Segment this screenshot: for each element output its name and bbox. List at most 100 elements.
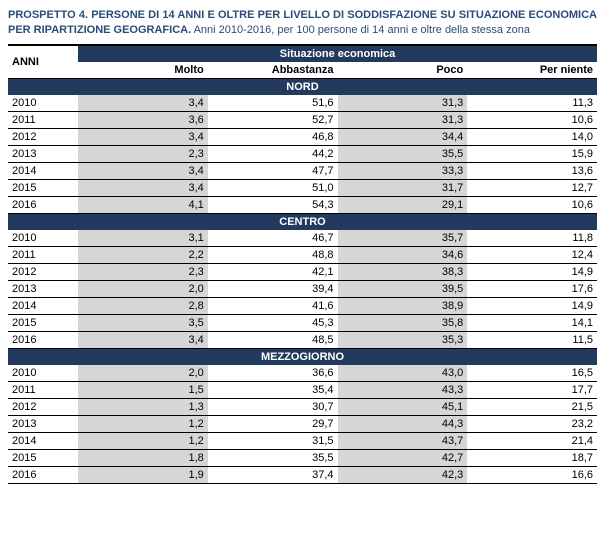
cell-value: 48,5 bbox=[208, 331, 338, 348]
cell-year: 2012 bbox=[8, 398, 78, 415]
cell-year: 2010 bbox=[8, 365, 78, 382]
table-row: 20142,841,638,914,9 bbox=[8, 297, 597, 314]
table-row: 20143,447,733,313,6 bbox=[8, 162, 597, 179]
cell-year: 2010 bbox=[8, 230, 78, 247]
region-header: CENTRO bbox=[8, 213, 597, 230]
cell-value: 21,4 bbox=[467, 432, 597, 449]
table-row: 20121,330,745,121,5 bbox=[8, 398, 597, 415]
table-row: 20103,451,631,311,3 bbox=[8, 95, 597, 112]
row-header: ANNI bbox=[8, 45, 78, 79]
cell-value: 1,8 bbox=[78, 449, 208, 466]
table-row: 20122,342,138,314,9 bbox=[8, 263, 597, 280]
group-header: Situazione economica bbox=[78, 45, 597, 62]
table-row: 20161,937,442,316,6 bbox=[8, 466, 597, 483]
cell-value: 46,8 bbox=[208, 128, 338, 145]
cell-value: 1,9 bbox=[78, 466, 208, 483]
cell-year: 2010 bbox=[8, 95, 78, 112]
region-header: MEZZOGIORNO bbox=[8, 348, 597, 365]
cell-value: 11,5 bbox=[467, 331, 597, 348]
cell-year: 2014 bbox=[8, 297, 78, 314]
column-headers: Molto Abbastanza Poco Per niente bbox=[8, 62, 597, 79]
table-title: PROSPETTO 4. PERSONE DI 14 ANNI E OLTRE … bbox=[8, 8, 597, 38]
cell-value: 43,3 bbox=[338, 381, 468, 398]
cell-value: 23,2 bbox=[467, 415, 597, 432]
col-molto: Molto bbox=[78, 62, 208, 79]
cell-value: 1,5 bbox=[78, 381, 208, 398]
cell-value: 43,0 bbox=[338, 365, 468, 382]
cell-value: 15,9 bbox=[467, 145, 597, 162]
cell-value: 51,0 bbox=[208, 179, 338, 196]
cell-value: 31,3 bbox=[338, 111, 468, 128]
region-name: NORD bbox=[8, 78, 597, 95]
table-row: 20132,344,235,515,9 bbox=[8, 145, 597, 162]
table-row: 20113,652,731,310,6 bbox=[8, 111, 597, 128]
cell-value: 17,7 bbox=[467, 381, 597, 398]
cell-value: 12,4 bbox=[467, 246, 597, 263]
region-header: NORD bbox=[8, 78, 597, 95]
cell-value: 44,3 bbox=[338, 415, 468, 432]
region-name: CENTRO bbox=[8, 213, 597, 230]
cell-value: 14,9 bbox=[467, 297, 597, 314]
cell-year: 2016 bbox=[8, 331, 78, 348]
table-row: 20102,036,643,016,5 bbox=[8, 365, 597, 382]
cell-value: 35,7 bbox=[338, 230, 468, 247]
cell-value: 52,7 bbox=[208, 111, 338, 128]
cell-value: 2,3 bbox=[78, 145, 208, 162]
cell-value: 3,4 bbox=[78, 128, 208, 145]
cell-year: 2013 bbox=[8, 145, 78, 162]
cell-value: 29,1 bbox=[338, 196, 468, 213]
cell-value: 34,6 bbox=[338, 246, 468, 263]
cell-value: 42,3 bbox=[338, 466, 468, 483]
cell-value: 16,5 bbox=[467, 365, 597, 382]
cell-year: 2011 bbox=[8, 111, 78, 128]
cell-value: 46,7 bbox=[208, 230, 338, 247]
cell-value: 34,4 bbox=[338, 128, 468, 145]
col-abbastanza: Abbastanza bbox=[208, 62, 338, 79]
col-perniente: Per niente bbox=[467, 62, 597, 79]
cell-value: 2,0 bbox=[78, 280, 208, 297]
cell-value: 38,9 bbox=[338, 297, 468, 314]
cell-value: 31,5 bbox=[208, 432, 338, 449]
cell-value: 35,4 bbox=[208, 381, 338, 398]
cell-value: 35,3 bbox=[338, 331, 468, 348]
cell-value: 33,3 bbox=[338, 162, 468, 179]
cell-value: 36,6 bbox=[208, 365, 338, 382]
cell-value: 17,6 bbox=[467, 280, 597, 297]
cell-value: 21,5 bbox=[467, 398, 597, 415]
cell-value: 48,8 bbox=[208, 246, 338, 263]
cell-value: 51,6 bbox=[208, 95, 338, 112]
cell-value: 18,7 bbox=[467, 449, 597, 466]
table-row: 20131,229,744,323,2 bbox=[8, 415, 597, 432]
cell-value: 14,0 bbox=[467, 128, 597, 145]
cell-value: 29,7 bbox=[208, 415, 338, 432]
cell-value: 42,7 bbox=[338, 449, 468, 466]
cell-value: 1,2 bbox=[78, 432, 208, 449]
cell-year: 2012 bbox=[8, 128, 78, 145]
cell-value: 3,4 bbox=[78, 179, 208, 196]
cell-year: 2013 bbox=[8, 280, 78, 297]
cell-value: 3,5 bbox=[78, 314, 208, 331]
cell-value: 10,6 bbox=[467, 111, 597, 128]
cell-value: 47,7 bbox=[208, 162, 338, 179]
cell-value: 43,7 bbox=[338, 432, 468, 449]
cell-value: 45,3 bbox=[208, 314, 338, 331]
cell-value: 11,3 bbox=[467, 95, 597, 112]
table-row: 20111,535,443,317,7 bbox=[8, 381, 597, 398]
cell-value: 45,1 bbox=[338, 398, 468, 415]
cell-value: 14,1 bbox=[467, 314, 597, 331]
cell-value: 42,1 bbox=[208, 263, 338, 280]
cell-value: 3,4 bbox=[78, 95, 208, 112]
cell-year: 2016 bbox=[8, 196, 78, 213]
cell-value: 35,8 bbox=[338, 314, 468, 331]
region-name: MEZZOGIORNO bbox=[8, 348, 597, 365]
cell-value: 16,6 bbox=[467, 466, 597, 483]
col-poco: Poco bbox=[338, 62, 468, 79]
cell-value: 13,6 bbox=[467, 162, 597, 179]
table-row: 20103,146,735,711,8 bbox=[8, 230, 597, 247]
table-row: 20153,545,335,814,1 bbox=[8, 314, 597, 331]
title-rest: Anni 2010-2016, per 100 persone di 14 an… bbox=[191, 24, 530, 36]
cell-value: 1,3 bbox=[78, 398, 208, 415]
table-row: 20163,448,535,311,5 bbox=[8, 331, 597, 348]
cell-value: 3,4 bbox=[78, 162, 208, 179]
cell-year: 2015 bbox=[8, 179, 78, 196]
